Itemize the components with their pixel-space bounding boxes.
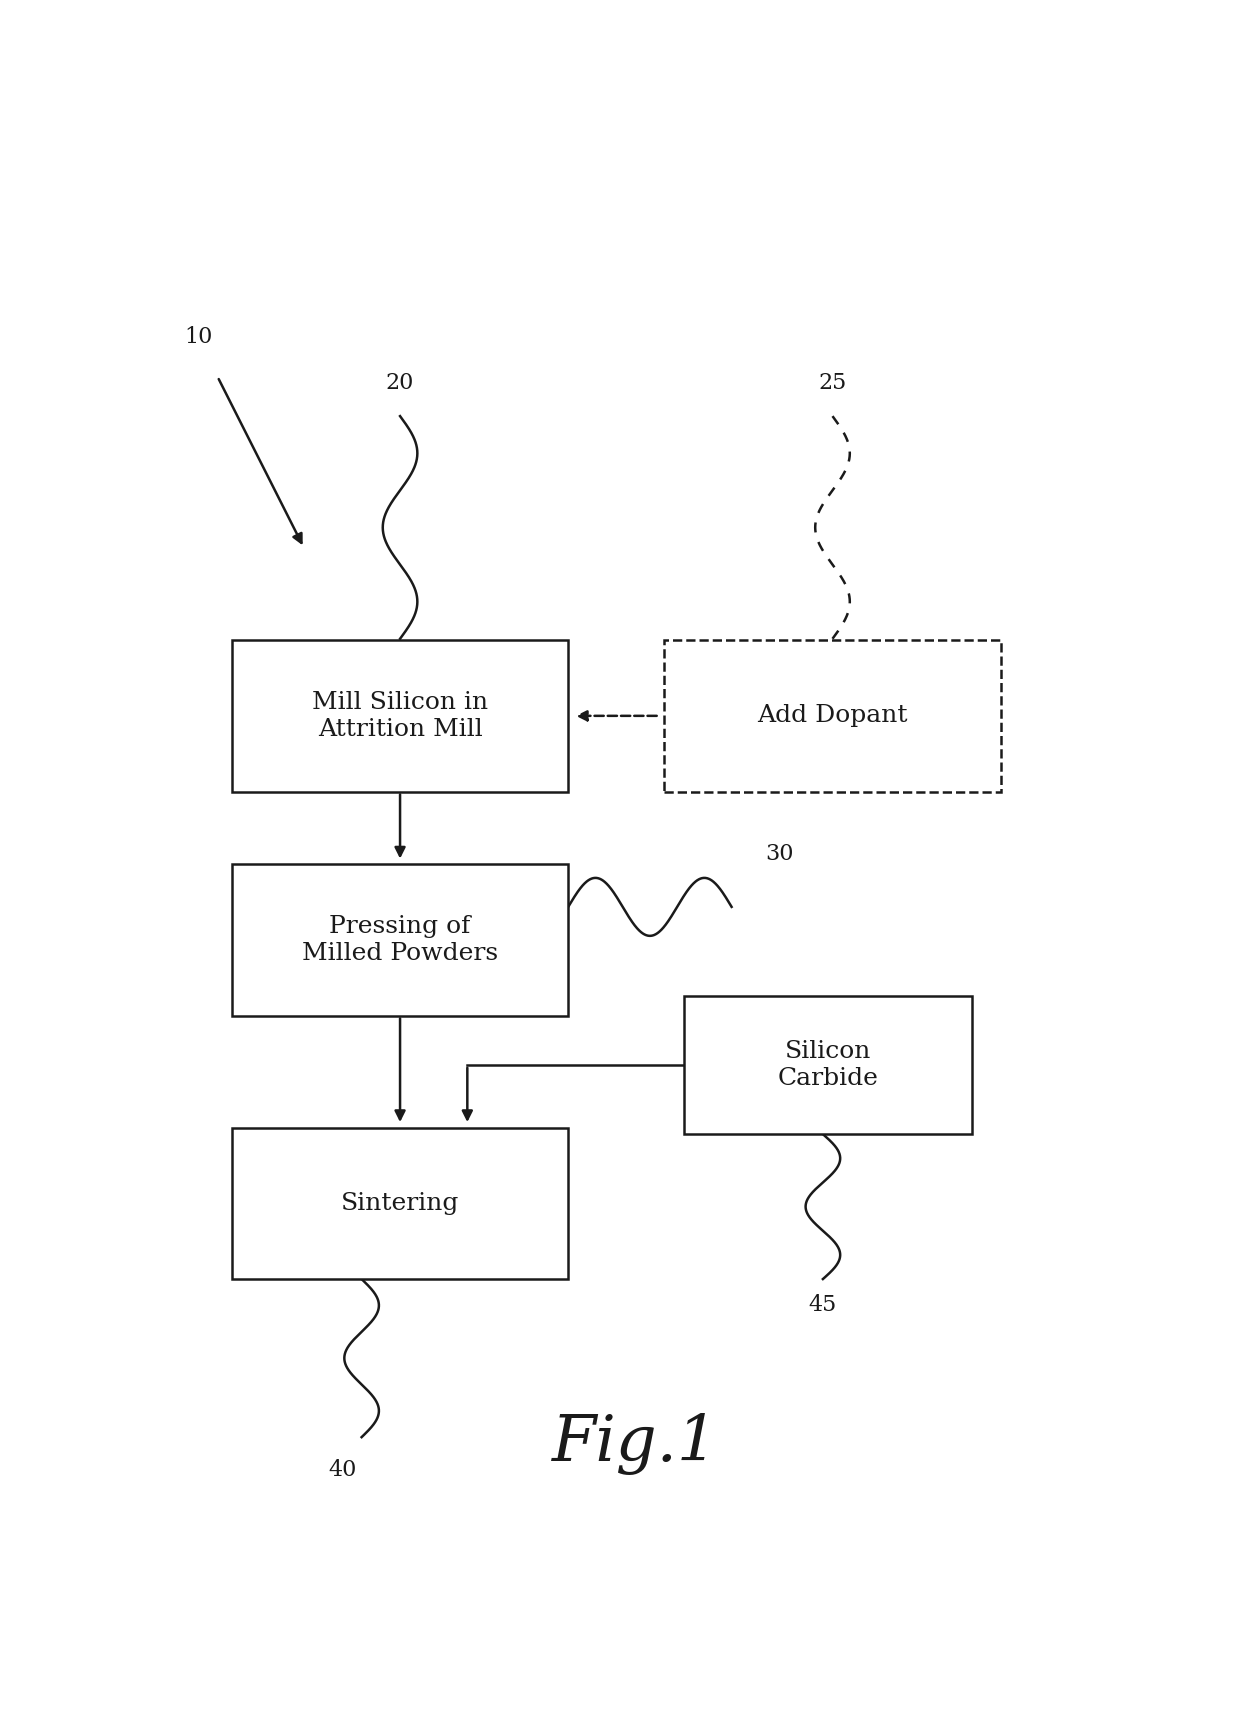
FancyBboxPatch shape: [232, 640, 568, 792]
Text: Sintering: Sintering: [341, 1193, 459, 1215]
Text: 20: 20: [386, 373, 414, 394]
Text: Mill Silicon in
Attrition Mill: Mill Silicon in Attrition Mill: [312, 691, 489, 741]
Text: 25: 25: [818, 373, 847, 394]
Text: 40: 40: [329, 1459, 357, 1482]
FancyBboxPatch shape: [232, 1128, 568, 1280]
Text: Silicon
Carbide: Silicon Carbide: [777, 1040, 878, 1090]
Text: 45: 45: [808, 1295, 837, 1316]
Text: Fig.1: Fig.1: [552, 1413, 719, 1475]
Text: 30: 30: [765, 844, 794, 866]
FancyBboxPatch shape: [232, 864, 568, 1016]
Text: Pressing of
Milled Powders: Pressing of Milled Powders: [303, 915, 498, 965]
FancyBboxPatch shape: [665, 640, 1001, 792]
FancyBboxPatch shape: [683, 996, 972, 1134]
Text: 10: 10: [184, 327, 212, 347]
Text: Add Dopant: Add Dopant: [758, 705, 908, 727]
